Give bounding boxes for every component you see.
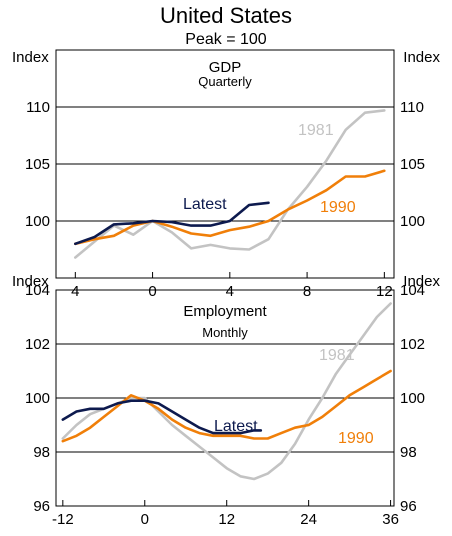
panel-0-xtick-label: 4	[226, 283, 234, 300]
panel-1-ytick-right: 104	[400, 282, 425, 299]
panel-1-series-latest	[61, 399, 263, 435]
emp-1981-label: 1981	[319, 347, 355, 364]
panel-1-ytick-right: 102	[400, 336, 425, 353]
gdp-latest-label: Latest	[183, 196, 227, 213]
panel-0-series-latest	[74, 201, 270, 246]
panel-1-xtick-label: 24	[300, 511, 317, 528]
chart-title: United States	[160, 3, 292, 28]
panel-0-xtick-label: 4	[71, 283, 79, 300]
panel-1-ytick-left: 100	[25, 390, 50, 407]
emp-right-unit: Index	[403, 273, 440, 290]
gdp-1990-label: 1990	[320, 199, 356, 216]
panel-0-series-y1990	[74, 169, 386, 246]
panel-1-xtick-label: 12	[218, 511, 235, 528]
panel-0-ytick-left: 110	[26, 99, 50, 116]
panel-1-ytick-left: 102	[25, 336, 50, 353]
panel-0-ytick-left: 105	[25, 156, 50, 173]
emp-left-unit: Index	[12, 273, 49, 290]
employment-panel: Index Index Employment Monthly 96 96 98 98 1…	[12, 273, 440, 528]
panel-1-ytick-right: 98	[400, 444, 417, 461]
panel-0-ytick-left: 100	[25, 213, 50, 230]
panel-0-ytick-right: 100	[400, 213, 425, 230]
emp-panel-title: Employment	[183, 303, 267, 320]
gdp-right-unit: Index	[403, 49, 440, 66]
panel-1-xtick-label: -12	[52, 511, 74, 528]
gdp-panel-subtitle: Quarterly	[198, 74, 252, 89]
panel-0-ytick-right: 105	[400, 156, 425, 173]
panel-0-series-y1981	[74, 109, 386, 259]
emp-panel-subtitle: Monthly	[202, 325, 248, 340]
panel-1-series-y1990	[61, 369, 392, 443]
gdp-1981-label: 1981	[298, 122, 334, 139]
panel-0-xtick-label: 8	[303, 283, 311, 300]
panel-0-ytick-right: 110	[400, 99, 424, 116]
panel-1-xtick-label: 36	[382, 511, 399, 528]
gdp-left-unit: Index	[12, 49, 49, 66]
panel-1-ytick-right: 96	[400, 498, 417, 515]
gdp-panel: Index Index GDP Quarterly 100 100 105 105 11…	[12, 49, 440, 300]
panel-1-ytick-left: 104	[25, 282, 50, 299]
chart-subtitle: Peak = 100	[185, 31, 267, 48]
panel-0-xtick-label: 12	[376, 283, 393, 300]
gdp-panel-title: GDP	[209, 59, 242, 76]
panel-0-xtick-label: 0	[148, 283, 156, 300]
panel-1-xtick-label: 0	[141, 511, 149, 528]
panel-1-ytick-left: 98	[33, 444, 50, 461]
panel-1-ytick-right: 100	[400, 390, 425, 407]
emp-1990-label: 1990	[338, 430, 374, 447]
panel-1-ytick-left: 96	[33, 498, 50, 515]
emp-latest-label: Latest	[214, 418, 258, 435]
